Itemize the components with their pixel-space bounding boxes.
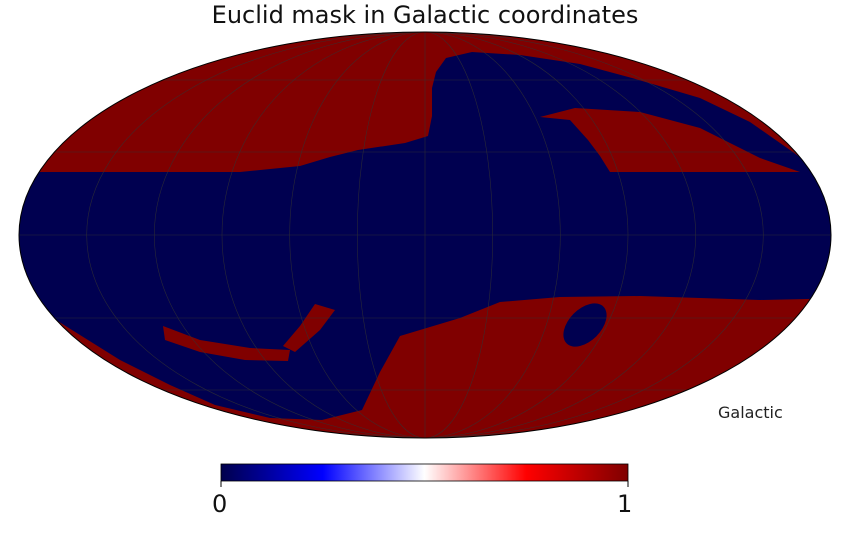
map-outline xyxy=(18,31,832,439)
map-title: Euclid mask in Galactic coordinates xyxy=(211,1,639,29)
graticule xyxy=(19,32,831,438)
colorbar-max-label: 1 xyxy=(617,490,633,518)
colorbar-min-label: 0 xyxy=(212,490,228,518)
colorbar xyxy=(220,463,629,482)
masked-ellipse-south xyxy=(563,303,607,347)
unmasked-arc-left xyxy=(163,326,290,361)
coordinate-system-label: Galactic xyxy=(718,403,783,422)
unmasked-cap-north xyxy=(540,108,800,172)
unmasked-arc-right xyxy=(283,304,335,352)
